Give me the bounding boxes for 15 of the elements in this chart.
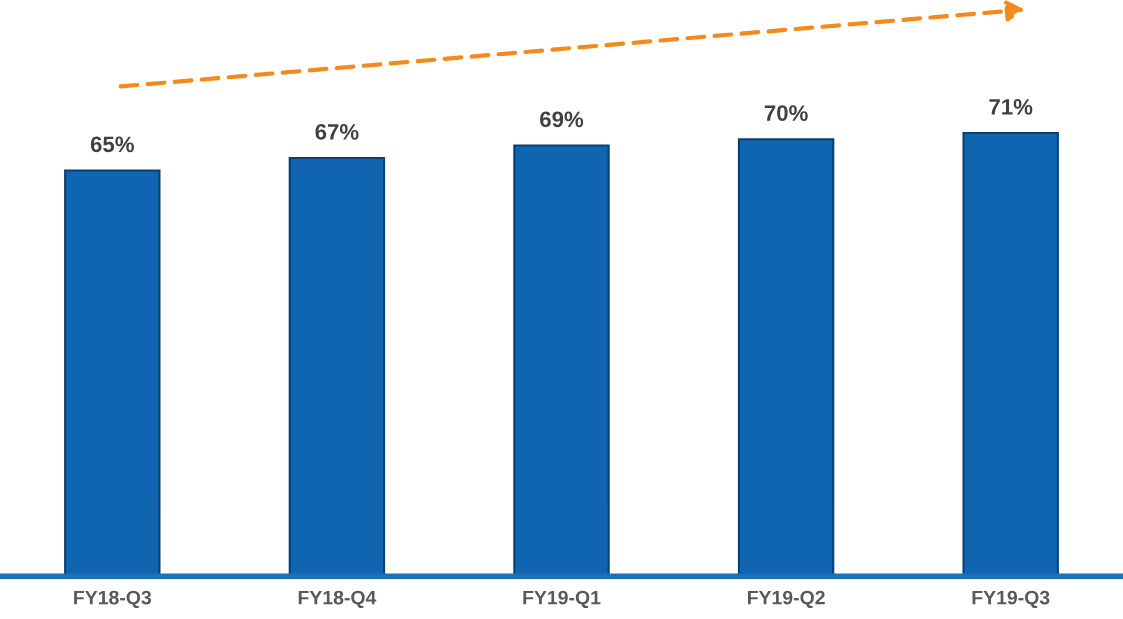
bar bbox=[64, 169, 161, 577]
x-tick-label: FY18-Q3 bbox=[74, 590, 152, 609]
bar bbox=[513, 144, 610, 577]
bar bbox=[962, 131, 1059, 577]
x-tick-label: FY18-Q4 bbox=[298, 590, 377, 609]
x-tick-label: FY19-Q3 bbox=[972, 590, 1050, 609]
data-label: 67% bbox=[315, 123, 359, 140]
data-label: 65% bbox=[90, 136, 134, 153]
bar bbox=[288, 156, 386, 577]
data-label: 70% bbox=[764, 105, 808, 121]
data-label: 71% bbox=[989, 99, 1033, 115]
x-tick-label: FY19-Q2 bbox=[747, 590, 825, 609]
data-label: 69% bbox=[540, 111, 584, 128]
bar bbox=[737, 138, 835, 577]
x-tick-label: FY19-Q1 bbox=[523, 590, 601, 609]
